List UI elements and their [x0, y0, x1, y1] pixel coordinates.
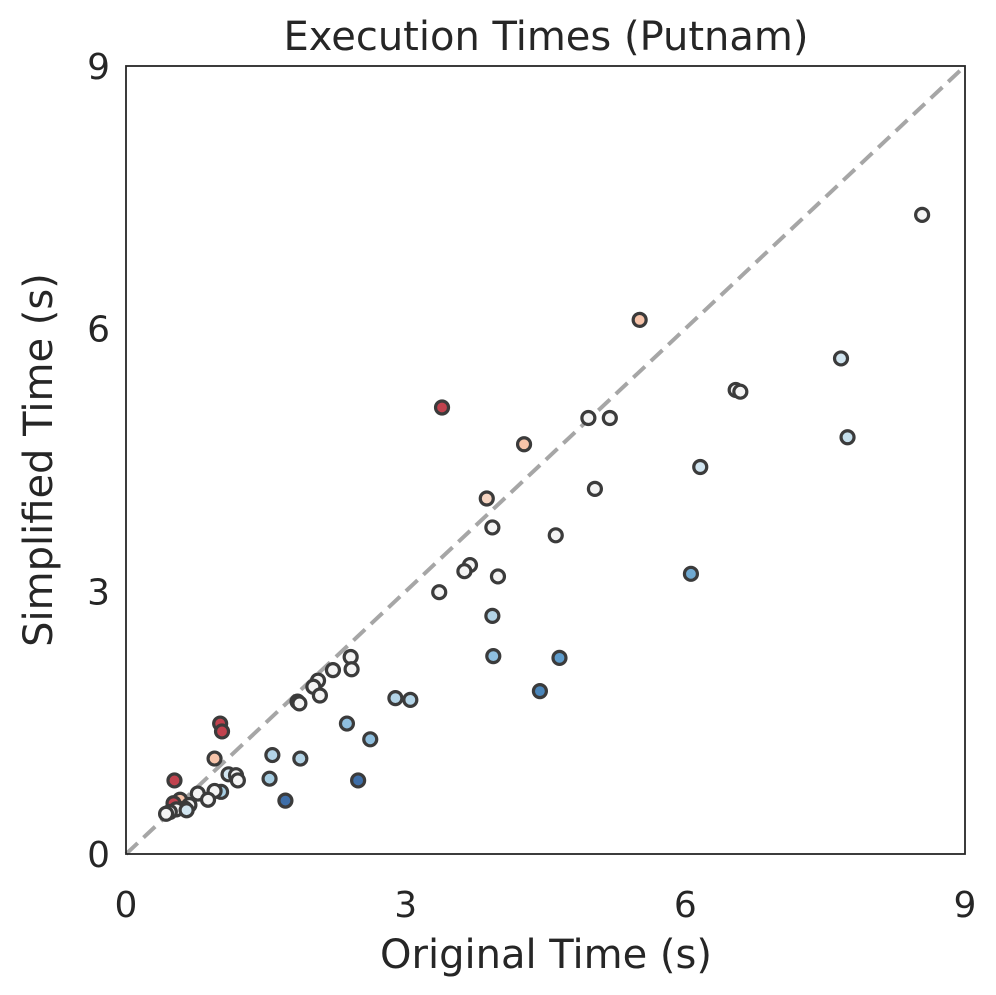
y-axis-ticks: 0 3 6 9: [87, 47, 110, 876]
data-point: [261, 770, 278, 787]
data-point: [343, 661, 360, 678]
data-point: [292, 750, 309, 767]
data-point: [338, 715, 356, 732]
data-point: [832, 350, 850, 367]
chart-title: Execution Times (Putnam): [284, 14, 809, 60]
data-point: [692, 458, 709, 476]
y-tick-label: 3: [87, 572, 110, 613]
data-point: [456, 563, 473, 580]
data-point: [433, 399, 451, 416]
y-axis-label: Simplified Time (s): [16, 273, 62, 647]
data-point: [166, 772, 183, 789]
x-tick-label: 9: [954, 885, 977, 926]
data-point: [291, 695, 308, 712]
data-point: [311, 687, 329, 704]
y-tick-label: 9: [87, 47, 110, 88]
data-point: [229, 772, 246, 789]
data-point: [484, 519, 501, 536]
data-point: [631, 311, 648, 329]
x-tick-label: 3: [394, 885, 417, 926]
data-point: [387, 690, 404, 707]
data-point: [362, 731, 379, 748]
y-tick-label: 0: [87, 835, 110, 876]
x-tick-label: 0: [115, 885, 138, 926]
data-point: [277, 792, 294, 809]
plot-area: [124, 64, 967, 856]
plot-frame: [125, 65, 966, 855]
data-point: [515, 436, 533, 453]
data-point: [601, 409, 618, 427]
data-point: [547, 527, 564, 544]
data-point: [489, 568, 507, 585]
data-point: [551, 649, 568, 666]
data-point: [199, 791, 217, 808]
data-point: [839, 429, 856, 446]
data-point: [264, 746, 281, 764]
data-points: [157, 206, 931, 822]
data-point: [580, 409, 597, 427]
y-tick-label: 6: [87, 310, 110, 351]
data-point: [206, 750, 223, 767]
data-point: [350, 772, 367, 789]
data-point: [531, 683, 549, 700]
data-point: [586, 480, 604, 497]
data-point: [213, 723, 231, 740]
data-point: [732, 383, 749, 400]
data-point: [178, 802, 195, 819]
data-point: [431, 584, 448, 601]
data-point: [484, 607, 501, 624]
data-point: [402, 691, 419, 709]
data-point: [478, 490, 495, 507]
data-point: [682, 565, 700, 582]
data-point: [914, 206, 931, 223]
x-axis-label: Original Time (s): [380, 932, 712, 978]
data-point: [485, 648, 502, 665]
data-point: [324, 662, 342, 679]
data-point: [157, 805, 175, 822]
x-tick-label: 6: [674, 885, 697, 926]
x-axis-ticks: 0 3 6 9: [115, 885, 977, 926]
